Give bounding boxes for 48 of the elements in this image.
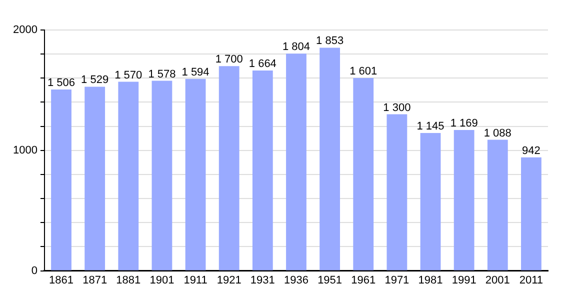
data-label: 942 [522,144,540,157]
x-tick-label: 1981 [418,274,443,286]
x-tick-label: 2011 [519,274,544,286]
bar [185,78,206,270]
data-label: 1 169 [450,118,478,130]
bar [118,82,139,270]
data-label: 1 578 [148,68,176,80]
data-label: 1 664 [248,58,276,70]
data-label: 1 145 [416,120,444,132]
data-label: 1 700 [215,54,243,66]
bar [454,130,474,270]
x-tick-label: 1901 [150,274,174,286]
data-label: 1 506 [47,77,76,90]
y-tick-label: 2000 [12,24,38,36]
bar [353,78,374,270]
data-label: 1 570 [114,69,142,82]
bar [51,89,72,270]
data-label: 1 804 [282,41,310,54]
data-label: 1 594 [182,66,210,78]
x-tick-label: 1861 [49,274,74,286]
bar [286,54,306,270]
data-label: 1 300 [383,102,411,114]
bar [521,157,542,270]
bar [487,140,508,270]
bar [420,132,441,270]
bar [386,114,408,270]
x-tick-label: 1936 [284,274,308,286]
x-tick-label: 1871 [82,274,108,286]
x-tick-label: 1991 [452,274,476,286]
x-tick-label: 2001 [485,274,510,286]
x-tick-label: 1931 [250,274,275,286]
x-tick-label: 1911 [184,274,208,286]
data-label: 1 088 [484,127,512,140]
bar [152,80,172,270]
bar [320,48,340,270]
y-tick-label: 0 [31,264,38,277]
x-tick-label: 1971 [384,274,410,286]
x-tick-label: 1951 [318,274,342,286]
data-label: 1 853 [316,35,344,48]
x-tick-label: 1921 [216,274,242,286]
y-tick-label: 1000 [12,144,38,156]
x-tick-label: 1881 [116,274,141,286]
data-label: 1 529 [81,74,109,86]
bar [84,86,106,270]
data-label: 1 601 [350,66,378,78]
bar [252,70,273,270]
x-tick-label: 1961 [351,274,376,286]
bar [218,66,240,270]
